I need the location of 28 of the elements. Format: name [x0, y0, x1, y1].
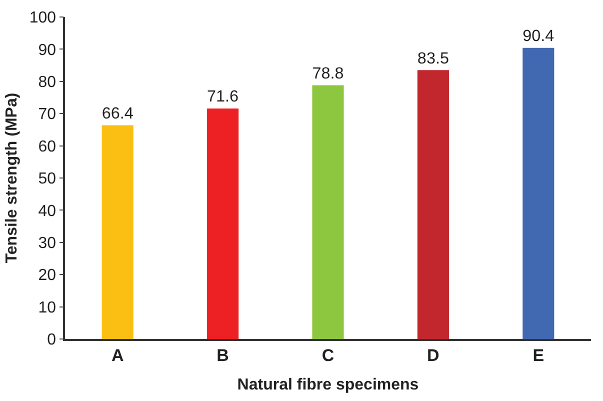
bar — [102, 125, 134, 339]
bar — [312, 85, 344, 339]
y-tick-label: 80 — [38, 74, 56, 91]
y-tick-label: 10 — [38, 299, 56, 316]
y-axis-title: Tensile strength (MPa) — [4, 92, 21, 264]
data-label: 78.8 — [312, 64, 344, 82]
x-axis-title: Natural fibre specimens — [237, 376, 419, 394]
y-tick-label: 60 — [38, 138, 56, 156]
y-tick-label: 0 — [47, 332, 56, 349]
y-tick-label: 90 — [38, 42, 56, 59]
y-tick-label: 40 — [38, 202, 56, 220]
bar — [522, 48, 554, 339]
data-label: 90.4 — [522, 27, 554, 46]
y-tick-label: 20 — [38, 267, 56, 284]
bar — [207, 108, 239, 339]
x-tick-label: C — [322, 346, 334, 366]
data-label: 83.5 — [417, 49, 449, 68]
bar — [417, 70, 449, 339]
y-tick-label: 70 — [38, 106, 56, 124]
x-tick-label: D — [427, 346, 440, 366]
x-tick-label: B — [216, 346, 229, 366]
y-tick-label: 30 — [38, 235, 56, 252]
y-tick-label: 100 — [29, 10, 56, 27]
x-tick-label: A — [111, 346, 124, 366]
data-label: 66.4 — [102, 104, 134, 122]
data-label: 71.6 — [207, 88, 239, 106]
x-tick-label: E — [532, 346, 544, 366]
y-tick-label: 50 — [38, 170, 56, 188]
